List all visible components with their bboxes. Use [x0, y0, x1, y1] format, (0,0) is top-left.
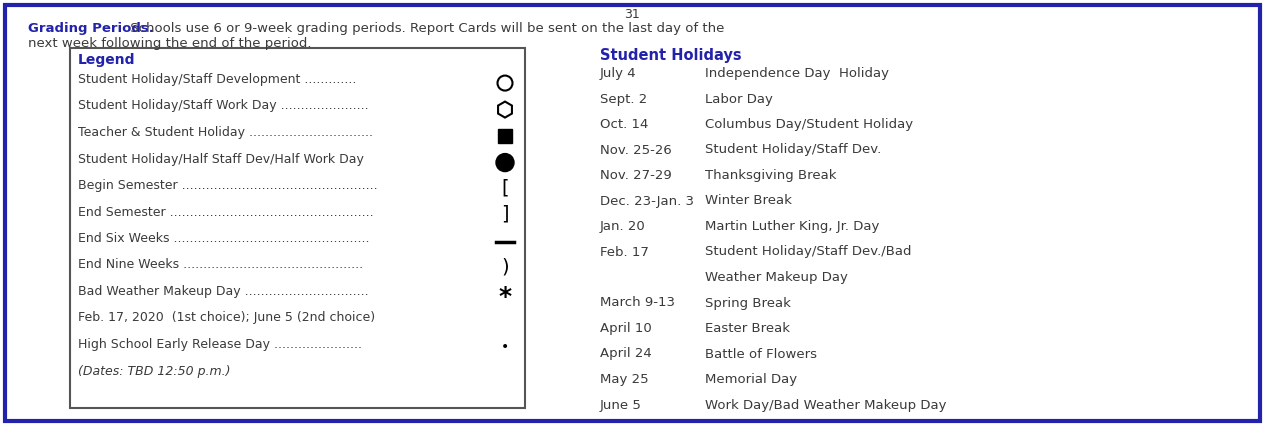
Text: Battle of Flowers: Battle of Flowers [705, 348, 817, 360]
Text: Student Holiday/Staff Dev./Bad: Student Holiday/Staff Dev./Bad [705, 245, 912, 259]
Text: Feb. 17, 2020  (1st choice); June 5 (2nd choice): Feb. 17, 2020 (1st choice); June 5 (2nd … [78, 311, 376, 325]
Text: •: • [501, 340, 509, 354]
Text: Thanksgiving Break: Thanksgiving Break [705, 169, 836, 182]
Text: April 24: April 24 [600, 348, 651, 360]
Text: End Nine Weeks .............................................: End Nine Weeks .........................… [78, 259, 363, 271]
Text: Begin Semester .................................................: Begin Semester .........................… [78, 179, 378, 192]
Text: Feb. 17: Feb. 17 [600, 245, 649, 259]
Text: Martin Luther King, Jr. Day: Martin Luther King, Jr. Day [705, 220, 879, 233]
Text: Schools use 6 or 9-week grading periods. Report Cards will be sent on the last d: Schools use 6 or 9-week grading periods.… [126, 22, 725, 35]
Text: Work Day/Bad Weather Makeup Day: Work Day/Bad Weather Makeup Day [705, 398, 946, 412]
Text: Weather Makeup Day: Weather Makeup Day [705, 271, 848, 284]
Text: ): ) [501, 257, 509, 276]
Text: Student Holiday/Half Staff Dev/Half Work Day: Student Holiday/Half Staff Dev/Half Work… [78, 153, 364, 165]
Text: Spring Break: Spring Break [705, 296, 791, 310]
Text: July 4: July 4 [600, 67, 636, 80]
Text: Dec. 23-Jan. 3: Dec. 23-Jan. 3 [600, 195, 694, 207]
Text: Bad Weather Makeup Day ...............................: Bad Weather Makeup Day .................… [78, 285, 368, 298]
Text: Student Holiday/Staff Work Day ......................: Student Holiday/Staff Work Day .........… [78, 100, 368, 112]
Text: Labor Day: Labor Day [705, 92, 773, 106]
Text: Memorial Day: Memorial Day [705, 373, 797, 386]
Text: (Dates: TBD 12:50 p.m.): (Dates: TBD 12:50 p.m.) [78, 365, 230, 377]
Text: Oct. 14: Oct. 14 [600, 118, 649, 131]
Text: ]: ] [501, 204, 509, 224]
Text: [: [ [501, 178, 509, 197]
Text: Easter Break: Easter Break [705, 322, 791, 335]
Text: June 5: June 5 [600, 398, 641, 412]
Text: Jan. 20: Jan. 20 [600, 220, 645, 233]
Text: Independence Day  Holiday: Independence Day Holiday [705, 67, 889, 80]
Bar [70, 48, 525, 408]
Text: Nov. 25-26: Nov. 25-26 [600, 144, 672, 156]
Circle shape [496, 153, 514, 172]
Text: Legend: Legend [78, 53, 135, 67]
Text: May 25: May 25 [600, 373, 649, 386]
Text: next week following the end of the period.: next week following the end of the perio… [28, 37, 311, 50]
Text: Nov. 27-29: Nov. 27-29 [600, 169, 672, 182]
Text: End Six Weeks .................................................: End Six Weeks ..........................… [78, 232, 369, 245]
Text: Grading Periods.: Grading Periods. [28, 22, 154, 35]
Text: Student Holiday/Staff Development .............: Student Holiday/Staff Development ......… [78, 73, 357, 86]
Text: Sept. 2: Sept. 2 [600, 92, 648, 106]
Text: Teacher & Student Holiday ...............................: Teacher & Student Holiday ..............… [78, 126, 373, 139]
Text: High School Early Release Day ......................: High School Early Release Day ..........… [78, 338, 362, 351]
Text: Columbus Day/Student Holiday: Columbus Day/Student Holiday [705, 118, 913, 131]
Text: 31: 31 [624, 8, 640, 21]
Bar [498, 129, 512, 143]
Text: Student Holiday/Staff Dev.: Student Holiday/Staff Dev. [705, 144, 882, 156]
Text: Winter Break: Winter Break [705, 195, 792, 207]
Text: April 10: April 10 [600, 322, 651, 335]
Text: Student Holidays: Student Holidays [600, 48, 741, 63]
Text: End Semester ...................................................: End Semester ...........................… [78, 205, 373, 219]
Text: *: * [498, 285, 511, 309]
Text: March 9-13: March 9-13 [600, 296, 676, 310]
